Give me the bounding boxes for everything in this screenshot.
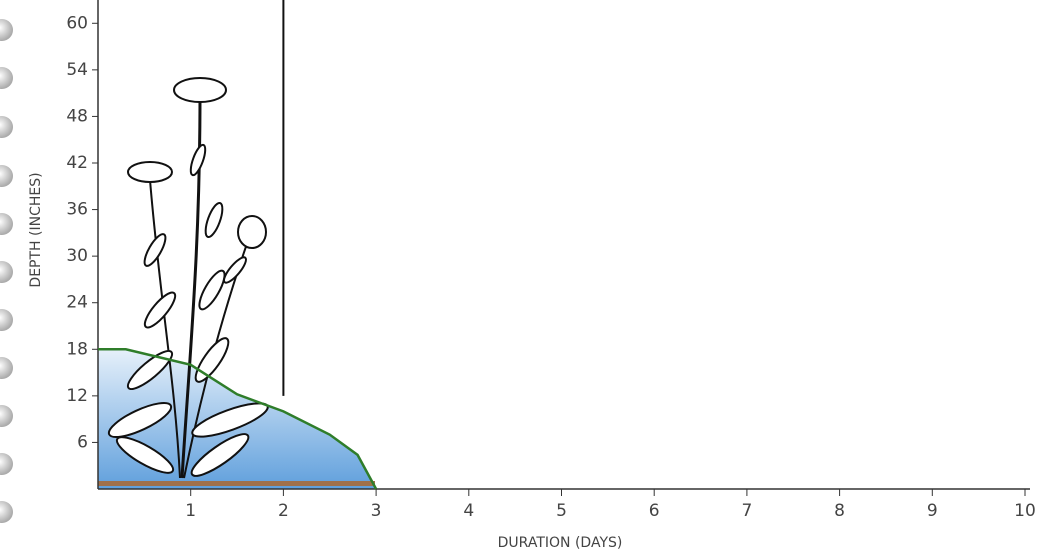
chart: DEPTH (INCHES) DURATION (DAYS) 612182430… xyxy=(0,0,1045,556)
ground xyxy=(98,481,375,486)
y-tick-label: 30 xyxy=(66,246,88,266)
x-tick-label: 7 xyxy=(741,501,752,521)
y-tick-label: 36 xyxy=(66,200,88,220)
y-tick-label: 12 xyxy=(66,386,88,406)
y-tick-label: 18 xyxy=(66,339,88,359)
binding-rings xyxy=(0,19,13,523)
x-tick-label: 9 xyxy=(927,501,938,521)
y-axis-label: DEPTH (INCHES) xyxy=(28,172,44,287)
x-axis-label: DURATION (DAYS) xyxy=(498,535,623,551)
x-tick-label: 5 xyxy=(556,501,567,521)
y-tick-label: 42 xyxy=(66,153,88,173)
y-tick-label: 24 xyxy=(66,293,88,313)
x-tick-label: 6 xyxy=(649,501,660,521)
x-tick-label: 4 xyxy=(463,501,474,521)
y-tick-label: 48 xyxy=(66,106,88,126)
x-tick-label: 2 xyxy=(278,501,289,521)
x-tick-label: 1 xyxy=(185,501,196,521)
x-tick-label: 8 xyxy=(834,501,845,521)
x-tick-label: 3 xyxy=(371,501,382,521)
x-tick-label: 10 xyxy=(1014,501,1036,521)
y-tick-label: 54 xyxy=(66,60,88,80)
y-tick-label: 60 xyxy=(66,13,88,33)
y-tick-label: 6 xyxy=(77,432,88,452)
